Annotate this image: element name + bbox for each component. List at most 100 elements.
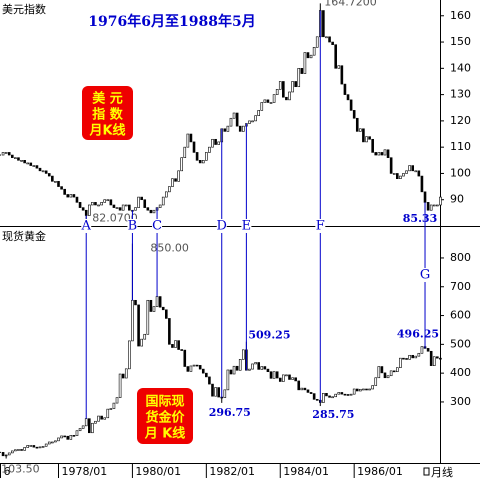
candle bbox=[411, 354, 415, 359]
x-tick-label: 6 bbox=[4, 465, 11, 478]
candle bbox=[29, 162, 33, 166]
annotation-label: 164.7200 bbox=[324, 0, 377, 8]
candle bbox=[78, 202, 82, 208]
candle bbox=[195, 152, 199, 161]
candle bbox=[266, 99, 270, 103]
annotation-label: 509.25 bbox=[248, 329, 290, 342]
candle bbox=[165, 309, 168, 319]
candle bbox=[368, 388, 371, 391]
candle bbox=[146, 299, 150, 335]
candle bbox=[186, 133, 190, 148]
candle bbox=[214, 387, 217, 397]
candle bbox=[420, 175, 424, 193]
subtitle: 1976年6月至1988年5月 bbox=[88, 13, 255, 30]
candle bbox=[41, 170, 45, 173]
candle bbox=[158, 204, 162, 208]
candle bbox=[275, 371, 279, 379]
candle bbox=[439, 357, 442, 360]
period-label: 月线 bbox=[431, 465, 453, 479]
candle bbox=[195, 364, 199, 367]
candle bbox=[47, 441, 51, 445]
candle bbox=[426, 348, 430, 352]
candle bbox=[355, 117, 359, 132]
candle bbox=[140, 196, 143, 201]
candle bbox=[328, 395, 331, 398]
candle bbox=[41, 445, 45, 448]
candle bbox=[386, 375, 390, 379]
candle bbox=[343, 393, 347, 396]
candle bbox=[158, 296, 162, 308]
candle bbox=[201, 368, 205, 374]
x-tick-label: 1980/01 bbox=[135, 465, 181, 478]
candle bbox=[152, 306, 156, 312]
candle bbox=[29, 445, 33, 447]
candle bbox=[211, 383, 214, 397]
candle bbox=[168, 318, 171, 345]
candle bbox=[297, 68, 301, 88]
marker-label: D bbox=[217, 219, 227, 234]
candle bbox=[81, 207, 85, 211]
candle bbox=[429, 204, 433, 211]
badge-text: 货金价 bbox=[145, 410, 185, 426]
candle bbox=[417, 352, 421, 357]
candle bbox=[322, 393, 325, 403]
candle bbox=[0, 451, 1, 453]
candle bbox=[380, 366, 384, 374]
candle bbox=[346, 394, 350, 396]
annotation-label: 103.50 bbox=[1, 463, 40, 476]
candle bbox=[57, 181, 60, 187]
candle bbox=[325, 393, 328, 397]
candle bbox=[143, 199, 147, 208]
candle bbox=[84, 209, 88, 216]
candle bbox=[294, 81, 297, 88]
candle bbox=[4, 152, 8, 154]
candle bbox=[69, 435, 73, 440]
candle bbox=[408, 165, 411, 172]
candle bbox=[11, 154, 14, 158]
candle bbox=[84, 418, 88, 427]
candle bbox=[17, 449, 20, 451]
candle bbox=[32, 445, 36, 448]
candle bbox=[226, 125, 230, 132]
candle bbox=[229, 117, 233, 127]
marker-bg bbox=[81, 219, 92, 233]
y-tick-label: 300 bbox=[450, 395, 471, 408]
candle bbox=[395, 367, 399, 373]
candle bbox=[439, 196, 442, 206]
candle bbox=[134, 207, 137, 211]
candle bbox=[235, 365, 239, 371]
candle bbox=[291, 377, 294, 380]
candle bbox=[1, 452, 5, 457]
candle bbox=[362, 388, 365, 391]
candle bbox=[103, 417, 106, 420]
candle bbox=[257, 110, 261, 116]
candle bbox=[137, 304, 140, 347]
candle bbox=[180, 349, 183, 351]
candle bbox=[232, 112, 236, 119]
candle bbox=[359, 128, 362, 132]
candle bbox=[389, 157, 393, 174]
candle bbox=[272, 94, 276, 103]
candle bbox=[103, 199, 106, 203]
candle bbox=[269, 371, 273, 379]
marker-bg bbox=[315, 219, 326, 233]
candle bbox=[177, 340, 180, 350]
candle bbox=[75, 196, 79, 203]
candle bbox=[165, 191, 168, 198]
candle bbox=[198, 160, 202, 164]
candle bbox=[106, 408, 110, 419]
candle bbox=[189, 365, 193, 372]
candle bbox=[436, 204, 439, 207]
candle bbox=[405, 170, 408, 174]
candle bbox=[377, 366, 381, 379]
candle bbox=[223, 128, 227, 132]
candle bbox=[20, 160, 23, 162]
candle bbox=[1, 152, 5, 156]
candle bbox=[340, 392, 344, 395]
candle bbox=[229, 369, 233, 375]
candle bbox=[315, 36, 319, 48]
y-tick-label: 130 bbox=[450, 88, 471, 101]
candle bbox=[352, 110, 356, 119]
candle bbox=[14, 157, 17, 159]
